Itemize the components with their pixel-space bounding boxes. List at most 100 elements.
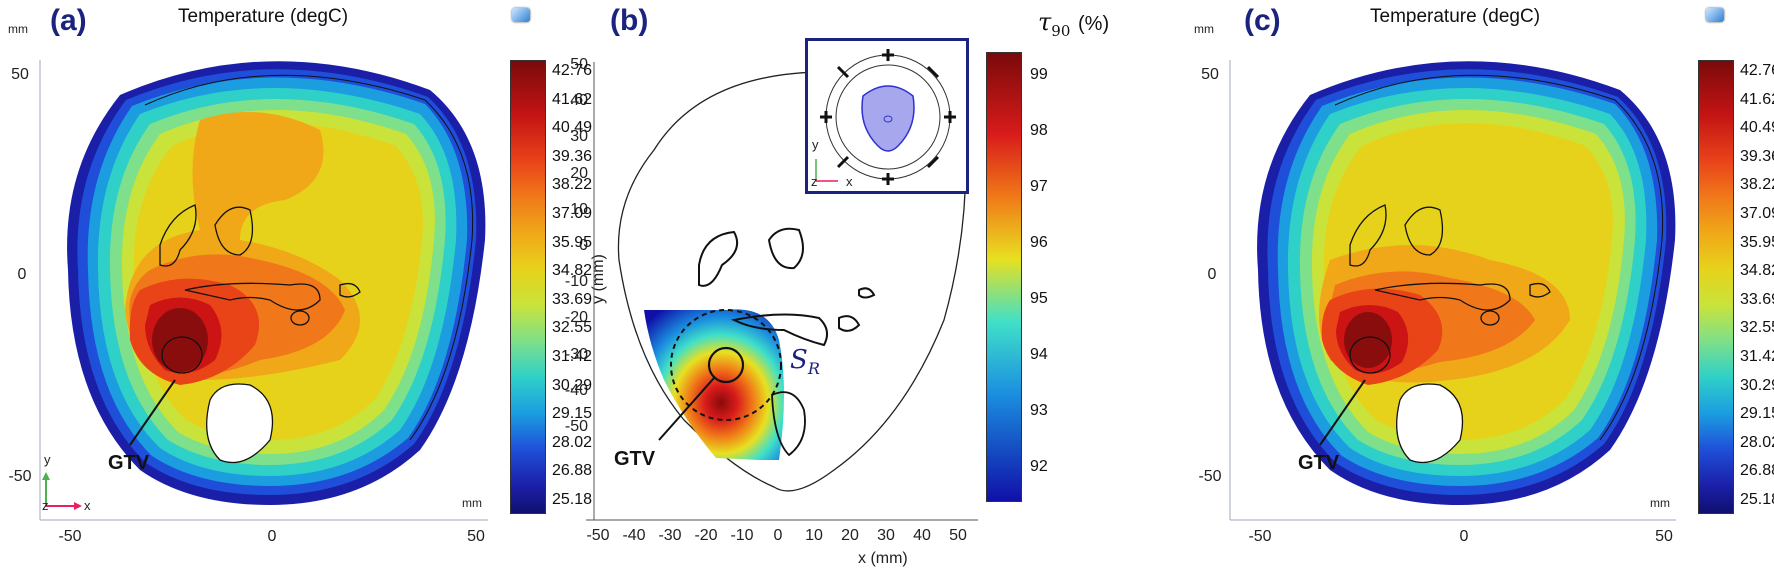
- b-y-tick: 0: [579, 237, 588, 254]
- b-x-tick: -10: [730, 527, 754, 544]
- b-x-tick: 30: [877, 527, 895, 544]
- b-y-tick: -50: [564, 418, 588, 435]
- colorbar-tick: 39.36: [1740, 147, 1774, 165]
- tau90-colorbar-tick: 92: [1030, 458, 1048, 475]
- triad-y-label: y: [44, 452, 51, 467]
- b-x-tick: -30: [658, 527, 682, 544]
- app-logo-icon-c: [1706, 8, 1724, 22]
- b-x-tick: -20: [694, 527, 718, 544]
- b-y-tick: -40: [564, 381, 588, 399]
- b-y-tick: 20: [570, 164, 588, 182]
- triad-z-label: z: [42, 498, 49, 513]
- b-y-tick: 40: [570, 92, 588, 110]
- c-y-tick-0: 0: [1207, 266, 1217, 283]
- b-x-tick: 50: [949, 527, 967, 544]
- y-unit-c: mm: [1194, 22, 1214, 36]
- b-xlabel: x (mm): [858, 550, 908, 567]
- c-y-tick-50: 50: [1201, 66, 1219, 83]
- colorbar-tick: 33.69: [552, 290, 593, 308]
- colorbar-tick: 34.82: [552, 262, 593, 280]
- colorbar-tick: 28.02: [1740, 433, 1774, 451]
- colorbar-tick: 31.42: [552, 348, 593, 365]
- x-tick-neg50: -50: [58, 528, 82, 545]
- colorbar-tick: 41.62: [552, 90, 593, 108]
- colorbar-tick: 31.42: [1740, 348, 1774, 365]
- colorbar-tick: 30.29: [1740, 376, 1774, 394]
- colorbar-tick: 42.76: [1740, 62, 1774, 79]
- axis-triad-a: [42, 472, 82, 510]
- y-unit: mm: [8, 22, 28, 36]
- temperature-map-a: [39, 60, 488, 521]
- colorbar-tick: 32.55: [552, 319, 593, 337]
- inset-triad-x: x: [846, 174, 853, 189]
- colorbar-tick: 25.18: [552, 491, 593, 508]
- colorbar-tick: 40.49: [552, 119, 593, 137]
- colorbar-tick: 25.18: [1740, 491, 1774, 508]
- b-y-tick: 10: [570, 200, 588, 218]
- y-tick-50: 50: [11, 66, 29, 83]
- tau90-colorbar-title: τ90 (%): [1038, 8, 1110, 40]
- colorbar-tick: 40.49: [1740, 119, 1774, 137]
- colorbar-tick: 28.02: [552, 433, 593, 451]
- panel-b-label: (b): [610, 4, 649, 37]
- x-tick-0: 0: [267, 528, 277, 545]
- temperature-colorbar-c: [1698, 60, 1734, 514]
- panel-c-title: Temperature (degC): [1370, 6, 1541, 27]
- triad-x-label: x: [84, 498, 91, 513]
- colorbar-tick: 29.15: [1740, 405, 1774, 423]
- b-y-tick: -20: [564, 309, 588, 327]
- tau90-colorbar-tick: 97: [1030, 178, 1048, 195]
- inset-array-view: y z x: [805, 38, 969, 194]
- colorbar-tick: 33.69: [1740, 290, 1774, 308]
- tau90-colorbar-tick: 94: [1030, 346, 1048, 363]
- panel-a-title: Temperature (degC): [178, 6, 349, 27]
- panel-b: (b) 50 40 30 20 10 0 -10 -20 -30 -40 -50 -50 -40 -30…: [565, 0, 1164, 573]
- b-y-tick: 30: [570, 128, 588, 146]
- tau90-colorbar-tick: 93: [1030, 402, 1048, 419]
- tau90-colorbar-tick: 98: [1030, 122, 1048, 139]
- colorbar-tick: 29.15: [552, 405, 593, 423]
- y-tick-0: 0: [17, 266, 27, 283]
- temperature-colorbar-a: [510, 60, 546, 514]
- colorbar-tick: 26.88: [552, 462, 593, 480]
- x-unit-c: mm: [1650, 496, 1670, 510]
- tau90-colorbar-tick: 99: [1030, 66, 1048, 83]
- b-x-tick: 40: [913, 527, 931, 544]
- colorbar-tick: 38.22: [1740, 176, 1774, 194]
- colorbar-tick: 26.88: [1740, 462, 1774, 480]
- app-logo-icon: [512, 8, 530, 22]
- tau90-colorbar-tick: 95: [1030, 290, 1048, 307]
- b-y-tick: -30: [564, 345, 588, 363]
- panel-c: (c) Temperature (degC) mm mm 50 0 -50 -5…: [1164, 0, 1774, 573]
- x-tick-50: 50: [467, 528, 485, 545]
- colorbar-tick: 35.95: [1740, 233, 1774, 251]
- inset-diagram: [815, 49, 956, 185]
- b-x-tick: -50: [586, 527, 610, 544]
- y-tick-neg50: -50: [8, 468, 32, 485]
- colorbar-tick: 37.09: [552, 205, 593, 222]
- b-x-tick: -40: [622, 527, 646, 544]
- inset-triad-z: z: [811, 174, 818, 189]
- gtv-label-a: GTV: [108, 452, 150, 474]
- b-y-tick: -10: [564, 273, 588, 291]
- inset-triad-y: y: [812, 137, 819, 152]
- region-label: SR: [790, 345, 820, 379]
- colorbar-tick: 38.22: [552, 176, 593, 194]
- panel-a: (a) Temperature (degC) mm mm 50 0 -50 -5…: [0, 0, 593, 573]
- tau90-map: [586, 62, 978, 521]
- tau90-colorbar-tick: 96: [1030, 234, 1048, 251]
- b-y-tick: 50: [570, 56, 588, 73]
- gtv-label-c: GTV: [1298, 452, 1340, 474]
- tau90-colorbar: [986, 52, 1022, 502]
- colorbar-tick: 39.36: [552, 147, 593, 165]
- x-unit: mm: [462, 496, 482, 510]
- colorbar-tick: 32.55: [1740, 319, 1774, 337]
- colorbar-tick: 37.09: [1740, 205, 1774, 222]
- colorbar-tick: 35.95: [552, 233, 593, 251]
- c-x-tick-0: 0: [1459, 528, 1469, 545]
- panel-c-label: (c): [1244, 4, 1281, 37]
- temperature-map-c: [1229, 60, 1676, 521]
- c-x-tick-neg50: -50: [1248, 528, 1272, 545]
- panel-a-label: (a): [50, 4, 87, 37]
- gtv-label-b: GTV: [614, 448, 656, 470]
